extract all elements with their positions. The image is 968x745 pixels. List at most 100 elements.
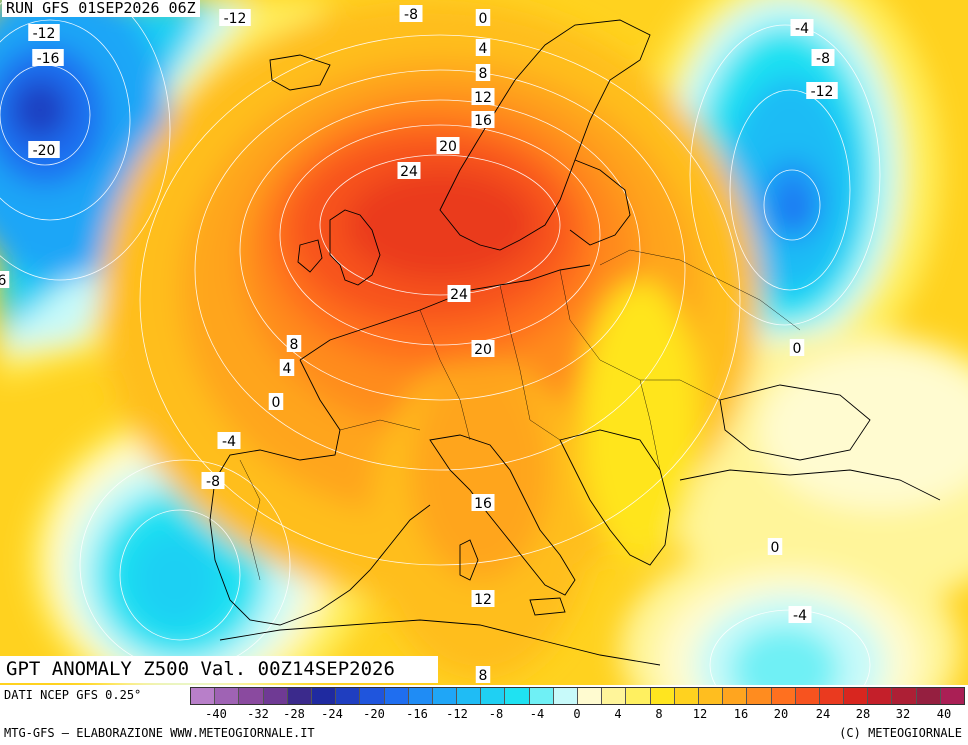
color-swatch [287, 688, 312, 704]
contour-label: 24 [400, 164, 418, 180]
color-swatch [674, 688, 699, 704]
color-scale-tick: -4 [529, 707, 545, 721]
color-scale-tick: 0 [573, 707, 581, 721]
color-swatch [239, 688, 264, 704]
contour-label: -12 [811, 84, 834, 100]
contour-label: 16 [474, 496, 492, 512]
contour-label: -12 [224, 11, 247, 27]
color-swatch [844, 688, 869, 704]
contour-label: -16 [37, 51, 60, 67]
contour-label: 16 [474, 113, 492, 129]
contour-label-bg [32, 49, 64, 66]
color-swatch [191, 688, 216, 704]
contour-label-bg [471, 88, 495, 105]
contour-label-bg [397, 162, 421, 179]
color-scale-tick: -32 [247, 707, 269, 721]
color-scale-tick: -24 [321, 707, 343, 721]
contour-label-bg [471, 494, 495, 511]
footer: DATI NCEP GFS 0.25° -4 0 -32 -28 -24 -20 -16 -1… [0, 685, 968, 745]
contour-label: 12 [474, 90, 492, 106]
color-swatch [481, 688, 506, 704]
contour-label: -4 [795, 21, 809, 37]
map-title: GPT ANOMALY Z500 Val. 00Z14SEP2026 [0, 656, 438, 683]
color-swatch [384, 688, 409, 704]
contour-label: 4 [479, 41, 488, 57]
contour-label-bg [0, 271, 10, 288]
contour-label: 0 [479, 11, 488, 27]
contour-label-bg [399, 5, 423, 22]
contour-label: -8 [816, 51, 830, 67]
contour-label-bg [471, 111, 495, 128]
color-scale-tick: 32 [895, 707, 911, 721]
contour-label-bg [28, 141, 60, 158]
contour-label: -8 [206, 474, 220, 490]
color-swatch [457, 688, 482, 704]
color-scale-tick: -20 [363, 707, 385, 721]
color-swatch [795, 688, 820, 704]
contour-label: 8 [290, 337, 299, 353]
contour-label-bg [806, 82, 838, 99]
run-label: RUN GFS 01SEP2026 06Z [2, 0, 200, 17]
color-scale-bar [190, 687, 965, 705]
contour-label-bg [790, 19, 814, 36]
color-swatch [432, 688, 458, 704]
color-scale-tick: 8 [655, 707, 663, 721]
color-swatch [698, 688, 724, 704]
contour-label-bg [219, 9, 251, 26]
color-swatch [916, 688, 941, 704]
contour-label-bg [471, 340, 495, 357]
contour-label: -4 [793, 608, 807, 624]
credit-left: MTG-GFS — ELABORAZIONE WWW.METEOGIORNALE… [4, 726, 315, 740]
contour-label: 0 [272, 395, 281, 411]
color-swatch [626, 688, 651, 704]
color-swatch [505, 688, 530, 704]
contour-label-bg [767, 538, 783, 555]
contour-label-bg [286, 335, 302, 352]
color-swatch [311, 688, 337, 704]
contour-label-bg [471, 590, 495, 607]
credit-right: (C) METEOGIORNALE [839, 726, 962, 740]
contour-label-bg [475, 9, 491, 26]
contour-label: 0 [771, 540, 780, 556]
contour-label-bg [436, 137, 460, 154]
color-scale-tick: 24 [815, 707, 831, 721]
color-swatch [868, 688, 893, 704]
color-scale-tick: -8 [488, 707, 504, 721]
contour-label: 8 [479, 66, 488, 82]
color-swatch [408, 688, 433, 704]
color-scale-tick: 16 [733, 707, 749, 721]
contour-label: 24 [450, 287, 468, 303]
data-source: DATI NCEP GFS 0.25° [4, 688, 142, 702]
color-scale-tick: -16 [406, 707, 428, 721]
color-swatch [360, 688, 385, 704]
contour-label-bg [217, 432, 241, 449]
color-swatch [336, 688, 361, 704]
contour-label: 4 [283, 361, 292, 377]
color-scale-tick: -28 [283, 707, 305, 721]
contour-label: -4 [222, 434, 236, 450]
contour-label: -8 [404, 7, 418, 23]
color-scale-ticks: -40 -32 -28 -24 -20 -16 -12 -8 -4 0 4 8 12 16 20 24 28 32… [190, 707, 965, 723]
color-swatch [529, 688, 554, 704]
contour-label-bg [201, 472, 225, 489]
color-swatch [747, 688, 772, 704]
color-swatch [892, 688, 917, 704]
contour-label-bg [268, 393, 284, 410]
contour-label-bg [789, 339, 805, 356]
color-scale-tick: 12 [692, 707, 708, 721]
contour-label-bg [475, 39, 491, 56]
color-swatch [215, 688, 240, 704]
anomaly-map: -12 -8 0 -4 -12 -16 4 -8 8 -12 12 16 -20 20 24 6 24 20 8 0 4… [0, 0, 968, 685]
contour-label: 20 [474, 342, 492, 358]
contour-label-bg [475, 666, 491, 683]
contour-label: 20 [439, 139, 457, 155]
color-swatch [602, 688, 627, 704]
color-scale-tick: -12 [446, 707, 468, 721]
color-scale-tick: 4 [614, 707, 622, 721]
contour-label: 0 [793, 341, 802, 357]
color-swatch [940, 688, 964, 704]
color-scale-tick: 40 [936, 707, 952, 721]
contour-label: 12 [474, 592, 492, 608]
contour-label: 6 [0, 273, 7, 289]
contour-label: 8 [479, 668, 488, 684]
